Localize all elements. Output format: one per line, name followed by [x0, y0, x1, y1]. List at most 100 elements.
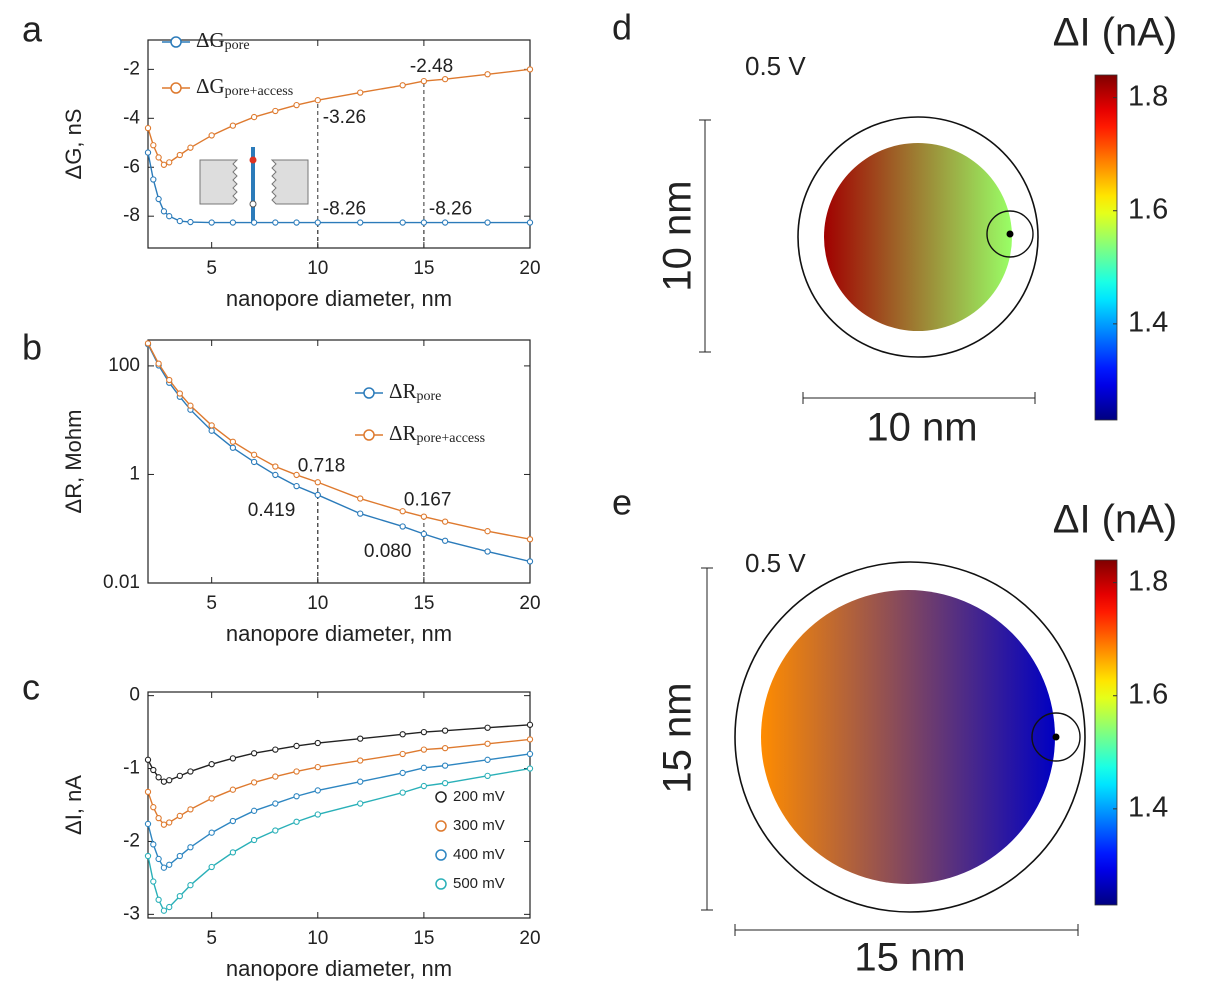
annotation-label: 0.419 [248, 500, 296, 521]
plot-frame [147, 39, 531, 249]
legend-marker [170, 36, 182, 48]
legend-subscript: pore [417, 389, 442, 404]
x-tick-label: 10 [307, 593, 328, 614]
data-point [484, 548, 491, 555]
data-point [176, 892, 183, 900]
data-point [357, 495, 364, 502]
data-point [484, 528, 491, 535]
legend-label: 300 mV [453, 817, 505, 834]
data-point [150, 878, 157, 885]
data-point [420, 77, 428, 85]
data-point [357, 778, 364, 785]
x-tick-label: 20 [519, 593, 540, 614]
data-point [144, 788, 152, 796]
data-point [293, 818, 300, 825]
x-tick-label: 20 [519, 928, 540, 949]
data-point [155, 360, 162, 367]
data-point [526, 750, 534, 758]
data-point [314, 97, 321, 104]
data-point [399, 769, 406, 777]
legend-subscript: pore+access [225, 84, 294, 99]
plot-frame [147, 339, 531, 584]
legend-label: ΔRpore+access [389, 421, 485, 446]
y-tick-label: -3 [123, 903, 140, 924]
data-point [293, 742, 300, 750]
data-point [441, 762, 449, 769]
data-point [176, 390, 183, 397]
data-point [187, 144, 194, 151]
data-point [155, 774, 162, 781]
data-point [229, 849, 237, 856]
data-point [176, 151, 183, 159]
y-tick-label: -1 [123, 758, 140, 779]
legend-name: 500 mV [453, 875, 505, 892]
data-point [160, 161, 168, 168]
colorbar-title: ΔI (nA) [1053, 11, 1178, 55]
data-point [484, 740, 491, 747]
annotation-label: -3.26 [323, 107, 366, 128]
data-point [399, 789, 406, 796]
data-point [187, 844, 194, 851]
data-point [250, 836, 258, 844]
legend-label: ΔGpore [196, 28, 250, 53]
panel-letter: b [22, 327, 42, 368]
current-map [824, 143, 1012, 331]
data-point [160, 208, 168, 215]
panel-letter: d [612, 7, 632, 48]
data-point [357, 219, 364, 226]
voltage-label: 0.5 V [745, 548, 806, 578]
data-point [314, 479, 321, 486]
colorbar-tick-label: 1.8 [1128, 565, 1168, 597]
data-point [526, 765, 534, 772]
data-point [250, 219, 258, 226]
legend-label: 400 mV [453, 846, 505, 863]
x-tick-label: 5 [206, 593, 217, 614]
series-line [147, 724, 531, 783]
data-point [441, 518, 449, 525]
legend-subscript: pore [225, 38, 250, 53]
data-point [229, 755, 237, 762]
data-point [187, 806, 194, 813]
panel-letter: e [612, 482, 632, 523]
scale-bar-vertical [699, 119, 711, 353]
data-point [293, 471, 300, 479]
legend-name: ΔG [196, 74, 225, 98]
legend-name: ΔG [196, 28, 225, 52]
data-point [155, 855, 162, 863]
data-point [272, 746, 279, 753]
data-point [150, 176, 157, 183]
y-tick-label: -6 [123, 156, 140, 177]
data-point [250, 779, 258, 786]
probe-dot [1052, 733, 1060, 741]
data-point [208, 422, 215, 429]
voltage-label: 0.5 V [745, 51, 806, 81]
data-point [208, 219, 215, 226]
data-point [272, 773, 279, 780]
data-point [160, 907, 168, 914]
legend-marker [363, 387, 375, 399]
annotation-label: 0.718 [298, 455, 346, 476]
data-point [187, 882, 194, 889]
y-tick-label: 100 [108, 355, 140, 376]
data-point [144, 124, 152, 132]
data-point [441, 219, 449, 226]
data-point [526, 721, 534, 728]
y-tick-label: 0.01 [103, 572, 140, 593]
data-point [160, 821, 168, 828]
x-tick-label: 10 [307, 928, 328, 949]
data-point [229, 438, 237, 445]
data-point [272, 463, 279, 470]
data-point [526, 536, 534, 543]
data-point [420, 746, 428, 753]
x-tick-label: 10 [307, 258, 328, 279]
legend-name: ΔR [389, 421, 417, 445]
y-axis-label: ΔI, nA [61, 775, 86, 835]
data-point [441, 727, 449, 734]
legend-label: 200 mV [453, 788, 505, 805]
legend-name: 300 mV [453, 817, 505, 834]
legend-label: ΔRpore [389, 379, 441, 404]
scale-bar-horizontal [802, 392, 1036, 404]
data-point [250, 807, 258, 814]
data-point [166, 213, 173, 220]
data-point [399, 731, 406, 738]
